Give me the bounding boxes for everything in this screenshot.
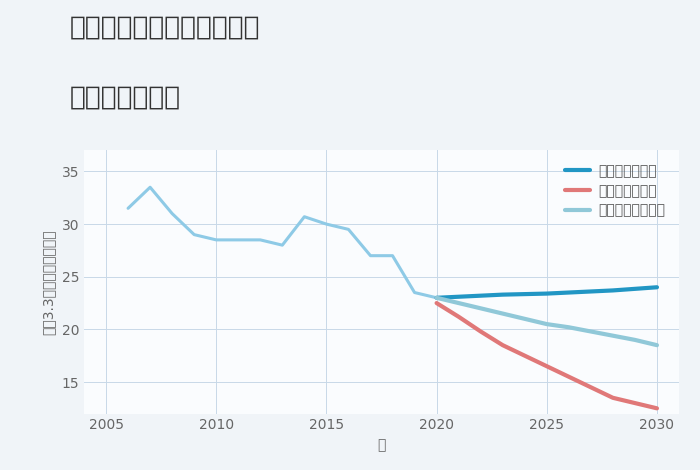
ノーマルシナリオ [653, 342, 662, 348]
グッドシナリオ [565, 290, 573, 295]
ノーマルシナリオ [609, 333, 617, 338]
バッドシナリオ [498, 342, 507, 348]
Y-axis label: 坪（3.3㎡）単価（万円）: 坪（3.3㎡）単価（万円） [42, 229, 56, 335]
グッドシナリオ [433, 295, 441, 301]
ノーマルシナリオ [631, 337, 639, 343]
バッドシナリオ [521, 353, 529, 359]
グッドシナリオ [521, 291, 529, 297]
ノーマルシナリオ [454, 300, 463, 306]
バッドシナリオ [433, 300, 441, 306]
Legend: グッドシナリオ, バッドシナリオ, ノーマルシナリオ: グッドシナリオ, バッドシナリオ, ノーマルシナリオ [558, 157, 672, 224]
グッドシナリオ [631, 286, 639, 292]
ノーマルシナリオ [587, 329, 595, 334]
グッドシナリオ [587, 289, 595, 294]
グッドシナリオ [477, 293, 485, 298]
バッドシナリオ [454, 314, 463, 320]
グッドシナリオ [653, 284, 662, 290]
ノーマルシナリオ [433, 295, 441, 301]
グッドシナリオ [542, 291, 551, 297]
グッドシナリオ [609, 288, 617, 293]
Line: ノーマルシナリオ: ノーマルシナリオ [437, 298, 657, 345]
ノーマルシナリオ [542, 321, 551, 327]
バッドシナリオ [653, 406, 662, 411]
Text: 埼玉県南埼玉郡宮代町東の: 埼玉県南埼玉郡宮代町東の [70, 14, 260, 40]
バッドシナリオ [542, 363, 551, 369]
グッドシナリオ [454, 294, 463, 299]
バッドシナリオ [631, 400, 639, 406]
ノーマルシナリオ [521, 316, 529, 321]
バッドシナリオ [609, 395, 617, 400]
バッドシナリオ [565, 374, 573, 380]
バッドシナリオ [477, 329, 485, 334]
グッドシナリオ [498, 292, 507, 298]
Text: 土地の価格推移: 土地の価格推移 [70, 85, 181, 110]
X-axis label: 年: 年 [377, 438, 386, 452]
Line: グッドシナリオ: グッドシナリオ [437, 287, 657, 298]
ノーマルシナリオ [565, 324, 573, 330]
ノーマルシナリオ [477, 306, 485, 311]
ノーマルシナリオ [498, 311, 507, 316]
バッドシナリオ [587, 384, 595, 390]
Line: バッドシナリオ: バッドシナリオ [437, 303, 657, 408]
